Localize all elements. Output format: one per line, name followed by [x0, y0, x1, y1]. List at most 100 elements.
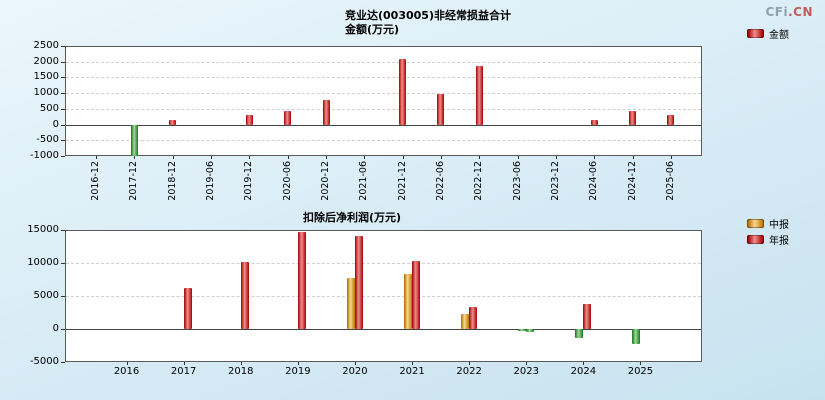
y-tick-mark [61, 61, 65, 63]
y-tick-label: 10000 [27, 257, 59, 268]
x-tick-mark [172, 156, 174, 159]
x-tick-mark [249, 156, 251, 159]
y-tick-mark [61, 124, 65, 126]
x-tick-mark [517, 156, 519, 159]
x-tick-mark [126, 362, 128, 365]
zero-axis-line [66, 329, 701, 330]
y-tick-label: -1000 [29, 150, 59, 161]
bar-金额-2017-12 [130, 124, 138, 156]
legend-swatch-amount [747, 28, 764, 38]
y-tick-label: 2500 [33, 40, 59, 51]
bar-年报-2018 [240, 261, 249, 329]
x-tick-label: 2017 [170, 366, 197, 377]
x-tick-mark [96, 156, 98, 159]
x-tick-mark [670, 156, 672, 159]
bar-金额-2022-12 [475, 65, 483, 125]
x-tick-mark [326, 156, 328, 159]
x-tick-label: 2016-12 [90, 161, 102, 201]
y-tick-mark [61, 263, 65, 264]
gridline [66, 77, 701, 79]
bar-中报-2024 [575, 329, 584, 339]
x-tick-mark [632, 156, 634, 159]
y-tick-mark [61, 296, 65, 297]
bar-年报-2017 [183, 288, 192, 329]
x-tick-label: 2025-06 [664, 161, 676, 201]
x-tick-label: 2022-12 [473, 161, 485, 201]
gridline [66, 140, 701, 142]
x-tick-label: 2018 [228, 366, 254, 377]
x-tick-label: 2024-12 [626, 161, 638, 201]
x-tick-label: 2023 [513, 366, 539, 377]
y-tick-mark [61, 329, 65, 330]
x-tick-label: 2021-12 [396, 161, 408, 201]
y-tick-label: -500 [36, 134, 59, 146]
x-tick-mark [440, 156, 442, 159]
legend-item-annual: 年报 [747, 232, 789, 247]
y-tick-label: 1500 [33, 71, 59, 83]
bar-中报-2023 [518, 329, 527, 331]
gridline [66, 263, 701, 264]
y-tick-label: 0 [52, 323, 59, 334]
x-tick-label: 2019-06 [205, 161, 217, 201]
legend-label-interim: 中报 [769, 219, 789, 231]
chart1-legend: 金额 [747, 26, 789, 42]
plot-area [65, 46, 702, 156]
legend-swatch-annual [747, 234, 764, 244]
gridline [66, 108, 701, 110]
x-tick-label: 2016 [113, 366, 140, 377]
bar-中报-2022 [461, 313, 470, 329]
x-tick-mark [412, 362, 414, 365]
x-tick-label: 2019 [285, 366, 311, 377]
x-tick-label: 2020 [342, 366, 368, 377]
x-tick-label: 2020-12 [320, 161, 332, 201]
y-tick-mark [61, 362, 65, 363]
y-tick-mark [61, 156, 65, 157]
legend-label-annual: 年报 [769, 235, 789, 247]
x-tick-label: 2023-06 [511, 161, 523, 201]
x-tick-label: 2024 [570, 366, 597, 377]
x-tick-label: 2024-06 [588, 161, 600, 201]
bar-年报-2022 [469, 306, 478, 329]
y-tick-mark [61, 77, 65, 79]
x-tick-label: 2020-06 [281, 161, 293, 201]
bar-中报-2020 [346, 278, 355, 329]
y-tick-label: 1000 [33, 87, 59, 99]
cfi-logo: CFi.CN [765, 5, 813, 19]
x-tick-label: 2025 [627, 366, 654, 377]
bar-金额-2022-06 [437, 94, 445, 125]
x-tick-mark [287, 156, 289, 159]
bar-金额-2024-06 [590, 120, 598, 125]
bar-金额-2018-12 [169, 119, 177, 125]
chart2-title: 扣除后净利润(万元) [303, 211, 402, 224]
y-tick-label: 5000 [33, 290, 59, 301]
gridline [66, 61, 701, 63]
bar-中报-2025 [632, 329, 641, 345]
x-tick-label: 2019-12 [243, 161, 255, 201]
x-tick-mark [479, 156, 481, 159]
bar-金额-2020-06 [284, 111, 292, 125]
x-tick-mark [526, 362, 528, 365]
logo-text-red: .CN [788, 5, 813, 19]
y-tick-mark [61, 46, 65, 47]
y-tick-mark [61, 93, 65, 95]
x-tick-label: 2021-06 [358, 161, 370, 201]
y-tick-mark [61, 108, 65, 110]
gridline [66, 296, 701, 297]
x-tick-mark [297, 362, 299, 365]
bar-金额-2025-06 [667, 115, 675, 125]
bar-年报-2021 [412, 261, 421, 329]
x-tick-mark [402, 156, 404, 159]
bar-年报-2020 [354, 235, 363, 329]
x-tick-mark [364, 156, 366, 159]
bar-金额-2020-12 [322, 99, 330, 125]
y-tick-mark [61, 140, 65, 142]
x-tick-mark [469, 362, 471, 365]
bar-中报-2021 [404, 274, 413, 329]
x-tick-mark [134, 156, 136, 159]
legend-item-amount: 金额 [747, 26, 789, 41]
x-tick-mark [594, 156, 596, 159]
y-tick-label: -5000 [29, 356, 59, 367]
y-tick-label: 500 [39, 102, 59, 114]
legend-swatch-interim [747, 218, 764, 228]
